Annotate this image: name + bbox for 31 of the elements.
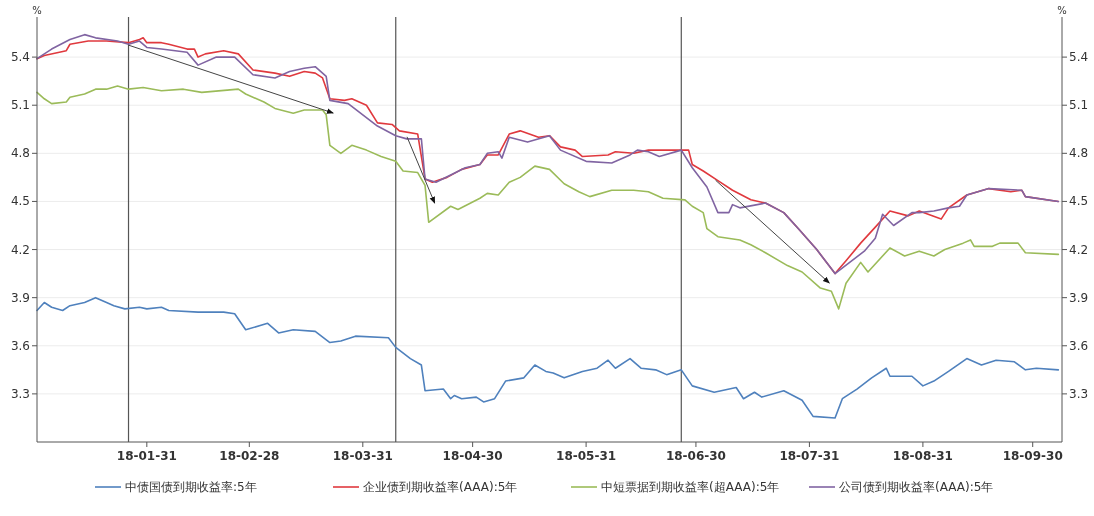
y-tick-label: 5.1 bbox=[10, 98, 30, 113]
x-tick-label: 18-07-31 bbox=[779, 449, 840, 463]
y2-tick-label: 3.3 bbox=[1069, 386, 1089, 401]
x-tick-label: 18-09-30 bbox=[1002, 449, 1063, 463]
y-tick-label: 4.8 bbox=[10, 146, 30, 161]
y-tick-label: 4.5 bbox=[10, 194, 30, 209]
legend-label: 企业债到期收益率(AAA):5年 bbox=[363, 480, 518, 494]
x-tick-label: 18-08-31 bbox=[892, 449, 953, 463]
y2-tick-label: 4.8 bbox=[1069, 146, 1089, 161]
legend-label: 中债国债到期收益率:5年 bbox=[125, 480, 257, 494]
y-tick-label: 3.3 bbox=[10, 386, 30, 401]
y2-tick-label: 4.5 bbox=[1069, 194, 1089, 209]
y2-tick-label: 5.1 bbox=[1069, 98, 1089, 113]
y2-axis-title: % bbox=[1057, 5, 1067, 16]
y-tick-label: 3.6 bbox=[10, 338, 30, 353]
y-axis-title: % bbox=[32, 5, 42, 16]
y-tick-label: 3.9 bbox=[10, 290, 30, 305]
y2-tick-label: 5.4 bbox=[1069, 50, 1089, 65]
y2-tick-label: 3.9 bbox=[1069, 290, 1089, 305]
legend-label: 公司债到期收益率(AAA):5年 bbox=[839, 480, 994, 494]
x-tick-label: 18-06-30 bbox=[665, 449, 726, 463]
y2-tick-label: 4.2 bbox=[1069, 242, 1089, 257]
x-tick-label: 18-03-31 bbox=[332, 449, 393, 463]
legend-label: 中短票据到期收益率(超AAA):5年 bbox=[601, 480, 780, 494]
y2-tick-label: 3.6 bbox=[1069, 338, 1089, 353]
x-tick-label: 18-04-30 bbox=[442, 449, 503, 463]
x-tick-label: 18-02-28 bbox=[219, 449, 280, 463]
y-tick-label: 4.2 bbox=[10, 242, 30, 257]
x-tick-label: 18-01-31 bbox=[116, 449, 177, 463]
x-tick-label: 18-05-31 bbox=[556, 449, 617, 463]
y-tick-label: 5.4 bbox=[10, 50, 30, 65]
